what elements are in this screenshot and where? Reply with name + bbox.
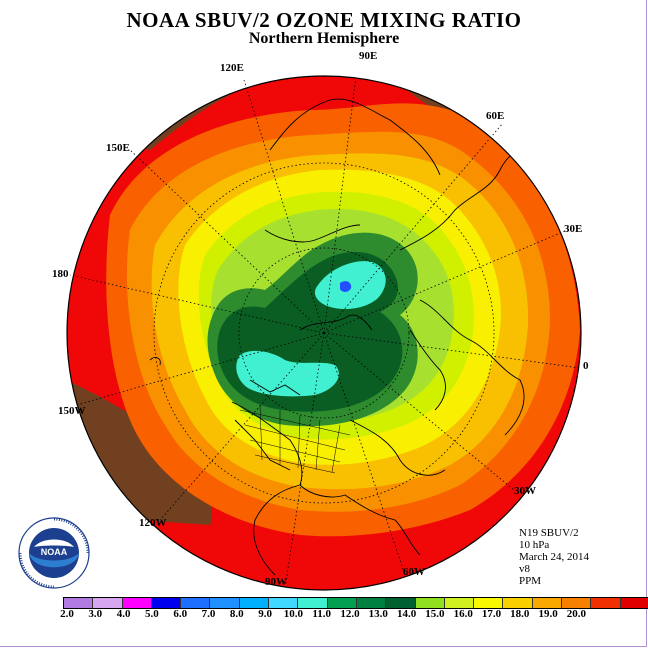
colorbar-tick-label: 19.0 <box>538 608 558 620</box>
info-units: PPM <box>519 575 542 587</box>
colorbar-tick-label: 13.0 <box>368 608 388 620</box>
colorbar-tick-label: 20.0 <box>566 608 587 620</box>
usa-grid <box>239 404 351 474</box>
colorbar-tick-label: 6.0 <box>173 608 188 620</box>
lon-label-120e: 120E <box>220 62 244 74</box>
colorbar-swatch <box>562 598 592 608</box>
lon-label-120w: 120W <box>139 517 167 529</box>
colorbar-swatch <box>298 598 328 608</box>
dataset-info: N19 SBUV/2 10 hPa March 24, 2014 v8 PPM <box>519 527 589 587</box>
colorbar-tick-label: 17.0 <box>481 608 502 620</box>
colorbar-tick-label: 12.0 <box>340 608 360 620</box>
graticule <box>69 75 581 589</box>
colorbar-swatch <box>591 598 621 608</box>
lon-label-0: 0 <box>583 360 589 372</box>
ozone-band-brown-left <box>67 380 212 525</box>
map-border <box>66 75 582 591</box>
colorbar-swatch <box>532 598 563 608</box>
lon-label-30w: 30W <box>514 485 536 497</box>
colorbar-tick-label: 10.0 <box>283 608 304 620</box>
noaa-logo: NOAA <box>18 517 90 589</box>
colorbar-tick-label: 14.0 <box>396 608 417 620</box>
colorbar-swatch <box>386 598 416 608</box>
colorbar-swatch <box>415 598 445 608</box>
colorbar-swatch <box>93 598 123 608</box>
colorbar <box>63 597 648 609</box>
colorbar-swatch <box>239 598 270 608</box>
map-title: NOAA SBUV/2 OZONE MIXING RATIO <box>126 8 522 32</box>
colorbar-swatch <box>122 598 152 608</box>
colorbar-tick-label: 18.0 <box>510 608 530 620</box>
colorbar-tick-label: 9.0 <box>258 608 272 620</box>
lon-label-180: 180 <box>52 268 69 280</box>
colorbar-tick-label: 4.0 <box>116 608 131 620</box>
colorbar-tick-label: 5.0 <box>145 608 159 620</box>
map-subtitle: Northern Hemisphere <box>248 30 400 47</box>
colorbar-swatch <box>151 598 182 608</box>
lon-label-60w: 60W <box>403 566 425 578</box>
info-version: v8 <box>519 563 530 575</box>
ozone-band-8-spot <box>340 281 352 292</box>
colorbar-swatch <box>503 598 533 608</box>
colorbar-swatch <box>474 598 504 608</box>
colorbar-swatch <box>356 598 387 608</box>
lon-label-90e: 90E <box>359 50 378 62</box>
info-date: March 24, 2014 <box>519 551 589 563</box>
lon-label-150e: 150E <box>106 142 130 154</box>
colorbar-tick-label: 11.0 <box>312 608 332 620</box>
logo-text: NOAA <box>41 547 68 557</box>
colorbar-swatch <box>210 598 240 608</box>
lon-label-150w: 150W <box>58 405 86 417</box>
colorbar-swatch <box>64 598 94 608</box>
colorbar-swatch <box>181 598 211 608</box>
lon-label-30e: 30E <box>564 223 583 235</box>
lon-label-60e: 60E <box>486 110 505 122</box>
colorbar-tick-label: 7.0 <box>201 608 216 620</box>
info-instrument: N19 SBUV/2 <box>519 527 579 539</box>
colorbar-swatch <box>620 598 648 608</box>
info-level: 10 hPa <box>519 539 550 551</box>
colorbar-tick-label: 15.0 <box>425 608 445 620</box>
lon-label-90w: 90W <box>265 576 287 588</box>
colorbar-tick-label: 3.0 <box>88 608 103 620</box>
colorbar-swatch <box>327 598 357 608</box>
colorbar-swatch <box>269 598 299 608</box>
ozone-band-9-lower <box>236 350 339 397</box>
colorbar-swatch <box>444 598 475 608</box>
colorbar-tick-label: 2.0 <box>60 608 74 620</box>
colorbar-tick-label: 16.0 <box>453 608 473 620</box>
colorbar-tick-label: 8.0 <box>229 608 244 620</box>
